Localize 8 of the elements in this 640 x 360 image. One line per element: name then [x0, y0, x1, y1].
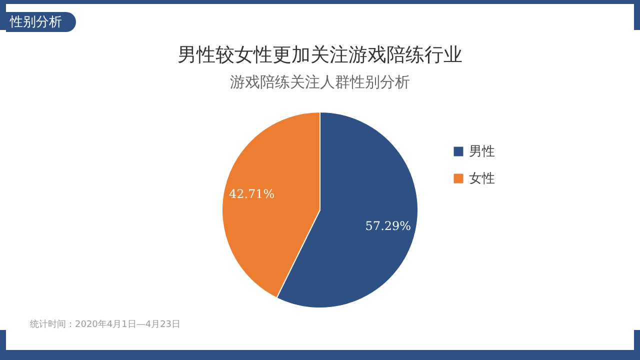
legend-label: 男性 — [469, 144, 495, 160]
chart-subtitle: 游戏陪练关注人群性别分析 — [230, 73, 410, 91]
text: 性别分析 — [6, 12, 76, 32]
chart-title: 男性较女性更加关注游戏陪练行业 — [178, 44, 462, 66]
data-label: 42.71% — [228, 187, 275, 202]
data-label: 57.29% — [365, 218, 412, 233]
text: 统计时间：2020年4月1日—4月23日 — [30, 318, 181, 331]
legend-label: 女性 — [469, 172, 495, 186]
